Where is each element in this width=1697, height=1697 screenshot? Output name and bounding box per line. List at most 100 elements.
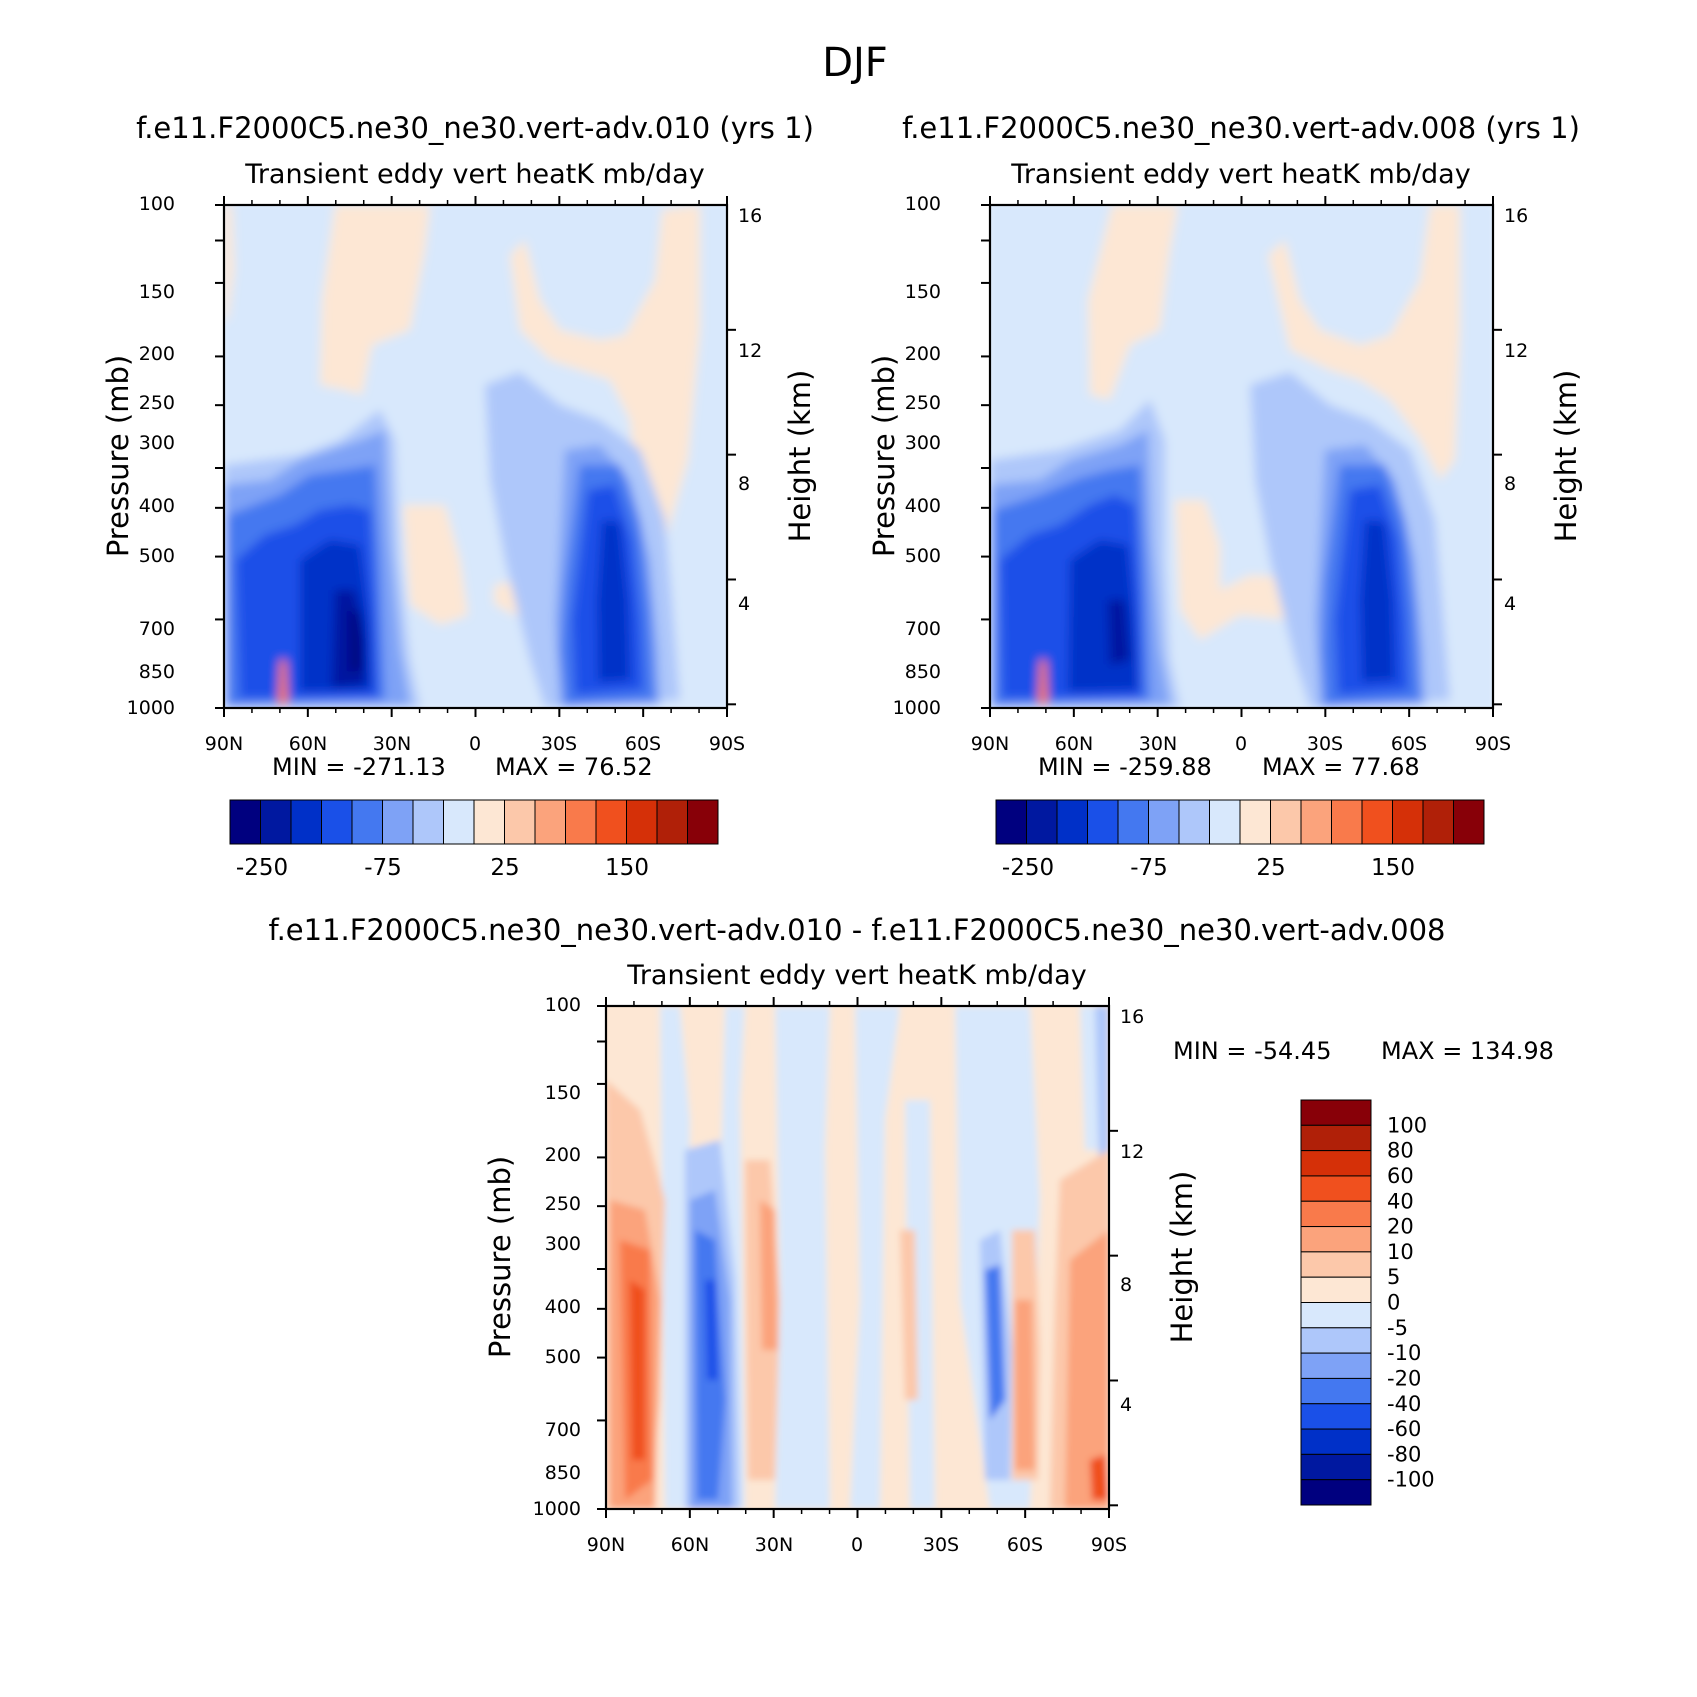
colorbar-3-swatch xyxy=(1300,1124,1372,1152)
colorbar-2-swatch xyxy=(1239,799,1271,845)
colorbar-1-swatch xyxy=(260,799,292,845)
panel-3-field xyxy=(606,1006,1109,1509)
colorbar-3-swatch xyxy=(1300,1479,1372,1506)
panel-1-colorbar-label: -75 xyxy=(364,855,402,881)
panel-2-y2label: Height (km) xyxy=(1549,370,1583,543)
colorbar-1-swatch xyxy=(473,799,505,845)
panel-1-xtick: 60N xyxy=(289,733,327,755)
colorbar-1-swatch xyxy=(687,799,719,845)
panel-1-xtick: 30S xyxy=(541,733,577,755)
panel-1-ytick: 250 xyxy=(139,392,175,414)
panel-2-title: f.e11.F2000C5.ne30_ne30.vert-adv.008 (yr… xyxy=(902,111,1580,145)
panel-1-max-label: MAX = 76.52 xyxy=(495,753,653,781)
panel-2-colorbar-label: -75 xyxy=(1130,855,1168,881)
panel-3-subtitle: Transient eddy vert heatK mb/day xyxy=(626,960,1086,991)
colorbar-3-label: -10 xyxy=(1387,1341,1421,1365)
panel-1-ytick: 400 xyxy=(139,495,175,517)
panel-2-y2tick: 12 xyxy=(1504,340,1528,362)
panel-3-xtick: 30S xyxy=(923,1534,959,1556)
colorbar-3-label: 0 xyxy=(1387,1291,1400,1315)
colorbar-2-swatch xyxy=(1087,799,1119,845)
colorbar-2-swatch xyxy=(1209,799,1241,845)
panel-3-ytick: 850 xyxy=(545,1462,581,1484)
colorbar-3-swatch xyxy=(1300,1150,1372,1177)
colorbar-1-swatch xyxy=(626,799,658,845)
colorbar-2-swatch xyxy=(1331,799,1363,845)
panel-3-ytick: 1000 xyxy=(533,1498,581,1520)
colorbar-2-swatch xyxy=(1422,799,1454,845)
panel-1-ytick: 300 xyxy=(139,432,175,454)
colorbar-3-swatch xyxy=(1300,1428,1372,1455)
panel-2-y2tick: 16 xyxy=(1504,205,1528,227)
panel-3-title: f.e11.F2000C5.ne30_ne30.vert-adv.010 - f… xyxy=(268,913,1445,947)
panel-3-ytick: 250 xyxy=(545,1193,581,1215)
colorbar-2-swatch xyxy=(1361,799,1393,845)
panel-2-min-label: MIN = -259.88 xyxy=(1038,753,1212,781)
panel-3-ytick: 500 xyxy=(545,1346,581,1368)
panel-2-xtick: 60N xyxy=(1055,733,1093,755)
panel-1-min-label: MIN = -271.13 xyxy=(272,753,446,781)
panel-1-ytick: 700 xyxy=(139,618,175,640)
panel-1-y2label: Height (km) xyxy=(783,370,817,543)
colorbar-1-swatch xyxy=(595,799,627,845)
panel-2-ytick: 400 xyxy=(905,495,941,517)
panel-2-ytick: 1000 xyxy=(893,697,941,719)
colorbar-3-swatch xyxy=(1300,1276,1372,1303)
panel-3-xtick: 90N xyxy=(587,1534,625,1556)
panel-2-ytick: 300 xyxy=(905,432,941,454)
colorbar-1-swatch xyxy=(229,799,261,845)
panel-2-colorbar-label: 25 xyxy=(1256,855,1285,881)
panel-2-xtick: 60S xyxy=(1391,733,1427,755)
panel-2-ytick: 500 xyxy=(905,545,941,567)
colorbar-3-label: -60 xyxy=(1387,1417,1421,1441)
colorbar-3-label: 40 xyxy=(1387,1189,1414,1213)
panel-2-subtitle: Transient eddy vert heatK mb/day xyxy=(1010,159,1470,190)
panel-2-ytick: 100 xyxy=(905,193,941,215)
panel-3-ytick: 300 xyxy=(545,1233,581,1255)
panel-1-subtitle: Transient eddy vert heatK mb/day xyxy=(244,159,704,190)
colorbar-2-swatch xyxy=(1178,799,1210,845)
panel-3-ytick: 150 xyxy=(545,1082,581,1104)
colorbar-2-swatch xyxy=(1270,799,1302,845)
colorbar-1-swatch xyxy=(534,799,566,845)
colorbar-3-swatch xyxy=(1300,1099,1372,1126)
panel-2-xtick: 30S xyxy=(1307,733,1343,755)
colorbar-2-swatch xyxy=(1392,799,1424,845)
panel-3-max-label: MAX = 134.98 xyxy=(1381,1037,1554,1065)
panel-2-colorbar-label: -250 xyxy=(1002,855,1054,881)
colorbar-2-swatch xyxy=(1300,799,1332,845)
panel-1-ytick: 200 xyxy=(139,343,175,365)
panel-2-max-label: MAX = 77.68 xyxy=(1262,753,1420,781)
panel-1-ytick: 100 xyxy=(139,193,175,215)
panel-2-ytick: 150 xyxy=(905,281,941,303)
panel-3-y2tick: 12 xyxy=(1120,1141,1144,1163)
panel-1: f.e11.F2000C5.ne30_ne30.vert-adv.010 (yr… xyxy=(101,111,817,881)
panel-1-y2tick: 16 xyxy=(738,205,762,227)
panel-3-ytick: 400 xyxy=(545,1296,581,1318)
colorbar-3-swatch xyxy=(1300,1453,1372,1481)
panel-3-xtick: 90S xyxy=(1091,1534,1127,1556)
colorbar-1-swatch xyxy=(382,799,414,845)
colorbar-2-swatch xyxy=(1148,799,1180,845)
panel-2-ytick: 200 xyxy=(905,343,941,365)
panel-3-y2tick: 8 xyxy=(1120,1274,1132,1296)
panel-1-field xyxy=(224,205,727,708)
panel-1-xtick: 30N xyxy=(373,733,411,755)
colorbar-1-swatch xyxy=(504,799,536,845)
colorbar-3-label: -40 xyxy=(1387,1392,1421,1416)
panel-1-ytick: 850 xyxy=(139,661,175,683)
panel-3-ytick: 700 xyxy=(545,1419,581,1441)
colorbar-1-swatch xyxy=(412,799,444,845)
colorbar-2-swatch xyxy=(995,799,1027,845)
colorbar-2-swatch xyxy=(1056,799,1088,845)
colorbar-3-label: 5 xyxy=(1387,1265,1400,1289)
panel-3-xtick: 60S xyxy=(1007,1534,1043,1556)
panel-1-y2tick: 8 xyxy=(738,473,750,495)
colorbar-3-label: -80 xyxy=(1387,1442,1421,1466)
panel-1-colorbar-label: 25 xyxy=(490,855,519,881)
colorbar-3-label: 10 xyxy=(1387,1240,1414,1264)
panel-1-ytick: 150 xyxy=(139,281,175,303)
colorbar-3-label: -100 xyxy=(1387,1468,1435,1492)
